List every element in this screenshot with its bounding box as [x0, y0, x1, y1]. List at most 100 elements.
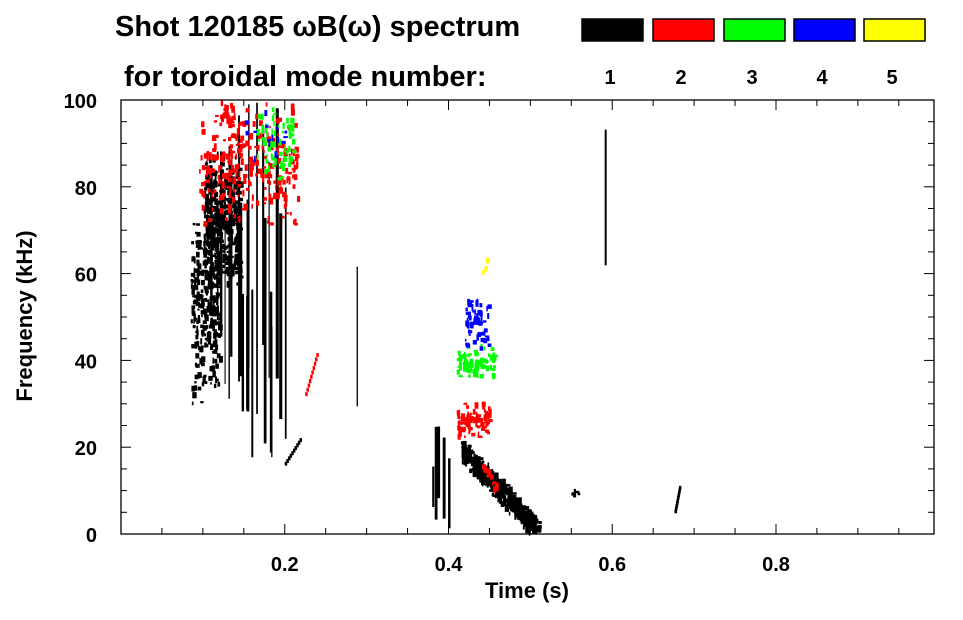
mode-2-mark [491, 483, 494, 486]
mode-1-mark [473, 455, 477, 458]
mode-1-mark [231, 241, 236, 246]
mode-1-mark [195, 244, 199, 248]
mode-3-mark [266, 131, 269, 138]
mode-3-mark [474, 352, 479, 357]
mode-2-mark [211, 207, 214, 212]
mode-1-mark [207, 337, 212, 345]
mode-3-mark [461, 354, 465, 358]
mode-1-mark [239, 267, 243, 271]
mode-2-mark [469, 412, 473, 415]
mode-1-mark [204, 262, 207, 269]
mode-1-mark [193, 385, 198, 391]
mode-4-mark [472, 340, 477, 345]
mode-2-mark [248, 133, 254, 140]
mode-1-mark [206, 173, 209, 181]
mode-1-mark [192, 324, 196, 329]
mode-1-mark [515, 507, 521, 515]
mode-2-mark [478, 435, 483, 438]
mode-2-mark [285, 212, 289, 215]
mode-1-mark [190, 278, 194, 283]
mode-1-mark [239, 202, 243, 377]
mode-1-mark [236, 282, 238, 286]
mode-1-mark [473, 459, 478, 467]
mode-2-mark [478, 417, 481, 422]
mode-1-mark [234, 246, 239, 253]
mode-1-mark [205, 182, 209, 189]
mode-1-mark [207, 222, 212, 228]
mode-1-mark [211, 226, 216, 233]
mode-1-mark [200, 303, 205, 307]
mode-1-mark [498, 497, 501, 502]
mode-1-mark [215, 363, 219, 369]
x-axis-label: Time (s) [485, 578, 569, 603]
mode-1-mark [220, 239, 224, 243]
mode-2-mark [252, 121, 256, 127]
mode-1-mark [209, 270, 213, 276]
mode-4-mark [468, 333, 471, 336]
mode-1-mark [210, 343, 213, 351]
mode-1-mark [195, 334, 199, 340]
mode-1-mark [517, 499, 522, 503]
mode-1-mark [512, 500, 517, 505]
mode-1-mark [228, 249, 233, 253]
mode-1-mark [204, 338, 208, 341]
mode-3-mark [284, 145, 287, 153]
mode-2-mark [220, 196, 225, 200]
mode-4-mark [469, 300, 474, 303]
mode-1-mark [604, 129, 607, 266]
mode-3-mark [271, 142, 276, 146]
mode-1-mark [207, 249, 210, 256]
mode-2-mark [467, 413, 472, 419]
mode-2-mark [219, 122, 223, 125]
mode-2-mark [284, 147, 288, 154]
mode-1-mark [218, 174, 222, 181]
mode-2-mark [315, 357, 318, 362]
mode-1-mark [221, 198, 225, 203]
mode-2-mark [459, 426, 464, 433]
mode-1-mark [216, 378, 219, 382]
mode-3-mark [271, 107, 275, 112]
mode-2-mark [480, 421, 485, 427]
mode-1-mark [205, 204, 210, 209]
mode-1-mark [198, 303, 202, 308]
mode-2-mark [482, 464, 485, 470]
mode-1-mark [507, 492, 510, 500]
mode-2-mark [267, 220, 269, 224]
mode-2-mark [222, 157, 225, 163]
mode-2-mark [239, 152, 243, 158]
mode-1-mark [225, 198, 230, 201]
mode-1-mark [481, 480, 484, 487]
mode-2-mark [233, 213, 236, 219]
mode-2-mark [263, 166, 267, 169]
mode-1-mark [191, 401, 194, 406]
mode-1-mark [204, 193, 208, 200]
mode-3-mark [277, 124, 280, 129]
mode-1-mark [209, 266, 214, 273]
mode-1-mark [210, 253, 213, 260]
mode-2-mark [230, 117, 234, 123]
mode-4-mark [478, 320, 483, 326]
mode-1-mark [484, 482, 488, 486]
mode-2-mark [235, 153, 238, 159]
mode-2-mark [203, 153, 208, 159]
mode-3-mark [292, 128, 294, 132]
mode-1-mark [206, 271, 210, 275]
mode-1-mark [678, 485, 682, 490]
mode-1-mark [462, 440, 467, 446]
mode-2-mark [478, 414, 482, 418]
mode-2-mark [488, 472, 491, 477]
mode-1-mark [229, 215, 233, 220]
mode-1-mark [214, 200, 218, 205]
mode-2-mark [224, 104, 227, 111]
mode-2-mark [269, 197, 274, 205]
mode-2-mark [288, 179, 291, 185]
mode-4-mark [479, 332, 483, 336]
mode-1-mark [219, 269, 224, 274]
mode-4-mark [476, 334, 480, 341]
legend-label-mode-3: 3 [746, 67, 757, 89]
legend-label-mode-5: 5 [886, 67, 897, 89]
mode-2-mark [225, 105, 229, 111]
mode-2-mark [292, 219, 296, 225]
mode-4-mark [487, 313, 490, 319]
mode-2-mark [231, 150, 236, 154]
